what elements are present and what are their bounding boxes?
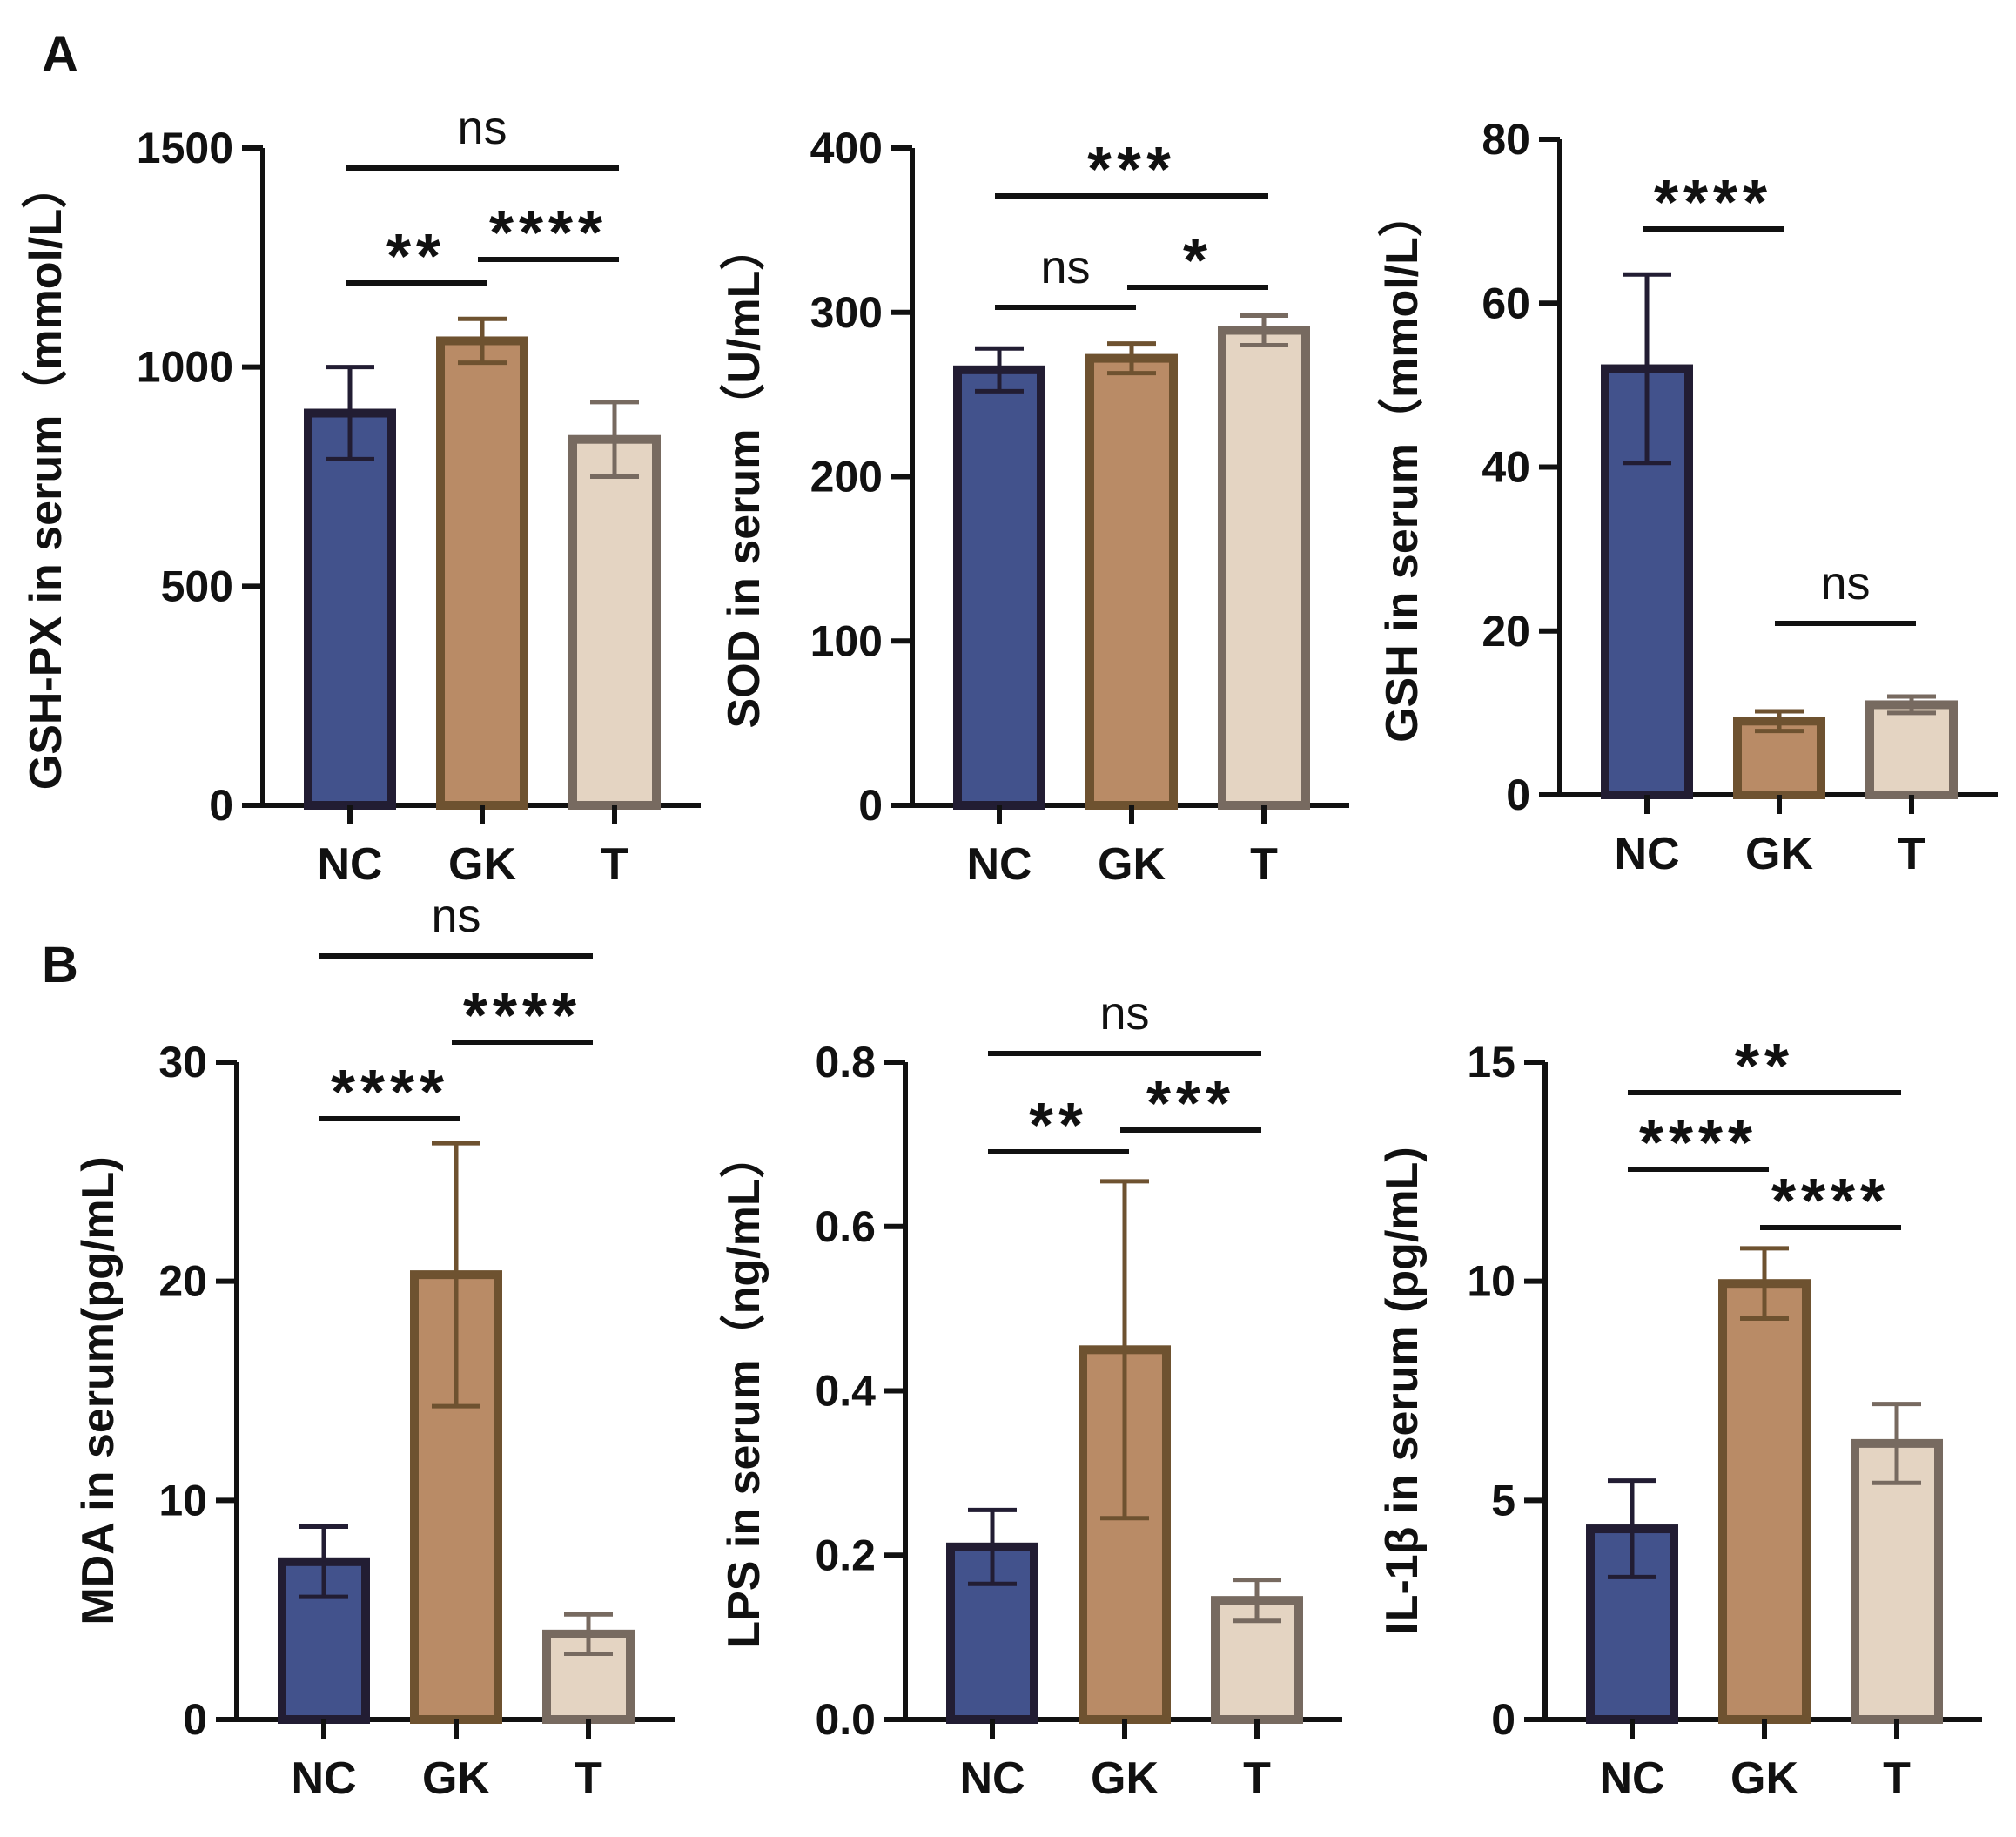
category-label-gk: GK — [1730, 1753, 1798, 1804]
bar-nc — [953, 365, 1045, 810]
y-tick-label: 0 — [1506, 770, 1530, 819]
y-axis-title: SOD in serum（U/mL） — [719, 225, 769, 729]
significance-label: ** — [1735, 1032, 1794, 1101]
significance-label: **** — [1654, 168, 1772, 238]
y-axis-title: GSH in serum（mmol/L） — [1377, 192, 1428, 743]
y-tick-label: 60 — [1482, 279, 1530, 327]
y-tick-label: 0.0 — [815, 1695, 876, 1744]
significance-label: ns — [431, 890, 480, 942]
bar-t — [1218, 326, 1310, 810]
y-tick-label: 0.8 — [815, 1038, 876, 1087]
category-label-gk: GK — [448, 839, 516, 890]
y-tick-label: 20 — [158, 1257, 207, 1306]
y-tick-label: 1000 — [137, 343, 233, 392]
y-tick-label: 500 — [161, 562, 233, 610]
y-axis-title: MDA in serum(pg/mL) — [73, 1156, 124, 1625]
y-tick-label: 20 — [1482, 607, 1530, 656]
significance-label: **** — [331, 1058, 449, 1127]
significance-label: * — [1183, 226, 1213, 296]
y-tick-label: 100 — [810, 616, 883, 665]
significance-label: **** — [489, 199, 608, 268]
bar-t — [1865, 700, 1958, 800]
y-tick-label: 0.4 — [815, 1367, 876, 1416]
category-label-nc: NC — [959, 1753, 1025, 1804]
significance-label: ** — [386, 222, 446, 292]
bar-gk — [436, 336, 528, 810]
y-tick-label: 300 — [810, 288, 883, 337]
y-tick-label: 0.2 — [815, 1531, 876, 1579]
bar-gk — [1718, 1279, 1811, 1725]
significance-label: **** — [463, 981, 581, 1051]
significance-label: ns — [1820, 557, 1870, 609]
bar-nc — [304, 408, 396, 810]
significance-label: ** — [1029, 1091, 1088, 1161]
y-tick-label: 0.6 — [815, 1202, 876, 1251]
y-tick-label: 10 — [158, 1476, 207, 1524]
category-label-nc: NC — [291, 1753, 356, 1804]
category-label-gk: GK — [1745, 829, 1813, 879]
category-label-nc: NC — [1614, 829, 1679, 879]
y-tick-label: 0 — [209, 781, 233, 830]
y-tick-label: 80 — [1482, 115, 1530, 164]
category-label-nc: NC — [1599, 1753, 1664, 1804]
category-label-t: T — [1898, 829, 1925, 879]
significance-label: ns — [1099, 987, 1149, 1040]
panel-label-a: A — [42, 26, 78, 83]
bar-gk — [1085, 353, 1178, 811]
y-tick-label: 400 — [810, 124, 883, 172]
category-label-gk: GK — [422, 1753, 490, 1804]
y-tick-label: 0 — [858, 781, 883, 830]
bar-t — [568, 434, 661, 810]
y-tick-label: 200 — [810, 453, 883, 501]
y-tick-label: 1500 — [137, 124, 233, 172]
y-axis-title: LPS in serum（ng/mL） — [719, 1133, 769, 1648]
y-tick-label: 0 — [183, 1695, 207, 1744]
significance-label: ns — [457, 102, 507, 154]
y-tick-label: 10 — [1467, 1257, 1515, 1306]
y-tick-label: 15 — [1467, 1038, 1515, 1087]
significance-label: *** — [1087, 135, 1176, 205]
y-tick-label: 0 — [1491, 1695, 1515, 1744]
y-tick-label: 40 — [1482, 443, 1530, 492]
y-axis-title: GSH-PX in serum（mmol/L） — [21, 164, 71, 790]
panel-label-b: B — [42, 937, 78, 993]
category-label-t: T — [1243, 1753, 1271, 1804]
category-label-nc: NC — [966, 839, 1032, 890]
category-label-gk: GK — [1091, 1753, 1159, 1804]
y-tick-label: 30 — [158, 1038, 207, 1087]
category-label-t: T — [1883, 1753, 1911, 1804]
y-tick-label: 5 — [1491, 1476, 1515, 1524]
significance-label: ns — [1040, 241, 1090, 293]
category-label-gk: GK — [1098, 839, 1166, 890]
y-axis-title: IL-1β in serum (pg/mL) — [1377, 1147, 1428, 1634]
significance-label: **** — [1639, 1108, 1757, 1178]
category-label-nc: NC — [317, 839, 382, 890]
category-label-t: T — [1250, 839, 1278, 890]
significance-label: **** — [1771, 1167, 1890, 1236]
significance-label: *** — [1146, 1069, 1235, 1139]
category-label-t: T — [575, 1753, 602, 1804]
category-label-t: T — [601, 839, 628, 890]
